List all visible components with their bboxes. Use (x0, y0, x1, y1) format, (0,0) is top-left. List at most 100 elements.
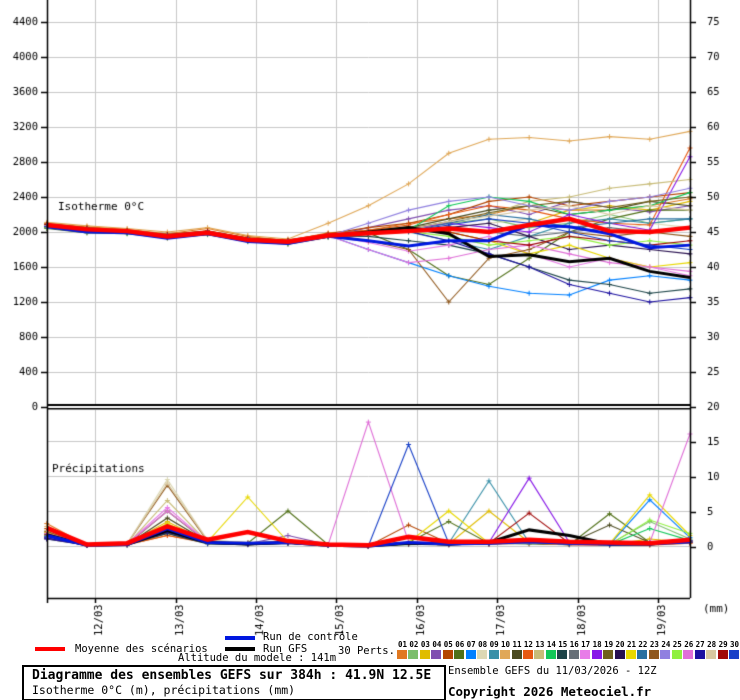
member-color-square (419, 650, 430, 659)
member-number: 14 (546, 640, 556, 649)
member-color-square (603, 650, 614, 659)
member-color-square (706, 650, 717, 659)
model-altitude-text: Altitude du modele : 141m (178, 652, 337, 664)
member-color-square (477, 650, 488, 659)
member-legend-28: 28 (706, 640, 717, 659)
gfs-run-legend-swatch (225, 647, 255, 651)
member-color-square (454, 650, 465, 659)
member-legend-04: 04 (431, 640, 442, 659)
member-number: 26 (684, 640, 694, 649)
member-color-square (671, 650, 682, 659)
member-number: 21 (626, 640, 637, 649)
member-number: 16 (569, 640, 579, 649)
control-run-legend-swatch (225, 636, 255, 640)
member-color-square (408, 650, 419, 659)
member-legend-01: 01 (397, 640, 408, 659)
member-legend-24: 24 (660, 640, 671, 659)
member-color-square (568, 650, 579, 659)
member-number: 08 (478, 640, 488, 649)
member-color-square (545, 650, 556, 659)
member-legend-09: 09 (488, 640, 500, 659)
member-color-square (694, 650, 705, 659)
control-run-legend-label: Run de contrôle (263, 631, 358, 643)
member-color-square (488, 650, 499, 659)
member-color-square (397, 650, 407, 659)
member-color-square (534, 650, 545, 659)
member-legend-06: 06 (454, 640, 465, 659)
member-legend-10: 10 (500, 640, 511, 659)
member-color-square (637, 650, 648, 659)
member-color-square (614, 650, 625, 659)
member-legend-27: 27 (694, 640, 706, 659)
diagram-title: Diagramme des ensembles GEFS sur 384h : … (32, 668, 432, 683)
member-legend-11: 11 (511, 640, 523, 659)
members-color-legend: 01 02 03 04 05 06 07 08 09 10 11 12 13 14 15 16 17 18 19 20… (397, 640, 740, 660)
mean-legend-label: Moyenne des scénarios (75, 643, 208, 655)
member-color-square (626, 650, 636, 659)
member-color-square (442, 650, 453, 659)
copyright-text: Copyright 2026 Meteociel.fr (448, 684, 652, 699)
member-number: 09 (489, 640, 499, 649)
member-legend-16: 16 (568, 640, 580, 659)
member-legend-30: 30 (729, 640, 740, 659)
member-legend-13: 13 (534, 640, 545, 659)
member-color-square (729, 650, 740, 659)
member-legend-08: 08 (477, 640, 488, 659)
member-number: 18 (592, 640, 602, 649)
member-legend-05: 05 (442, 640, 454, 659)
member-legend-17: 17 (580, 640, 591, 659)
diagram-subtitle: Isotherme 0°C (m), précipitations (mm) (32, 683, 296, 697)
member-number: 15 (558, 640, 568, 649)
member-color-square (660, 650, 671, 659)
member-number: 22 (638, 640, 648, 649)
member-number: 05 (443, 640, 453, 649)
member-legend-19: 19 (603, 640, 614, 659)
member-legend-20: 20 (614, 640, 626, 659)
member-number: 23 (649, 640, 659, 649)
member-number: 20 (615, 640, 625, 649)
gfs-run-legend-label: Run GFS (263, 643, 308, 655)
member-number: 01 (397, 640, 408, 649)
member-number: 17 (581, 640, 591, 649)
member-legend-21: 21 (626, 640, 637, 659)
member-legend-07: 07 (465, 640, 477, 659)
member-number: 04 (432, 640, 442, 649)
ensemble-run-info: Ensemble GEFS du 11/03/2026 - 12Z (448, 665, 657, 677)
member-legend-02: 02 (408, 640, 419, 659)
member-color-square (522, 650, 533, 659)
mean-legend-swatch (35, 647, 65, 651)
member-color-square (717, 650, 728, 659)
member-legend-22: 22 (637, 640, 648, 659)
member-legend-03: 03 (419, 640, 431, 659)
member-legend-15: 15 (557, 640, 568, 659)
member-color-square (557, 650, 568, 659)
member-color-square (580, 650, 591, 659)
member-number: 27 (695, 640, 705, 649)
member-legend-18: 18 (591, 640, 603, 659)
member-number: 10 (501, 640, 511, 649)
member-number: 19 (604, 640, 614, 649)
perturbations-legend-label: 30 Perts. (338, 645, 395, 657)
member-legend-12: 12 (522, 640, 534, 659)
member-legend-26: 26 (683, 640, 694, 659)
member-number: 03 (420, 640, 430, 649)
member-color-square (431, 650, 442, 659)
member-number: 11 (512, 640, 522, 649)
member-number: 28 (707, 640, 717, 649)
member-legend-25: 25 (671, 640, 683, 659)
member-number: 02 (409, 640, 419, 649)
member-number: 30 (730, 640, 740, 649)
member-number: 24 (661, 640, 671, 649)
member-number: 29 (718, 640, 728, 649)
member-color-square (683, 650, 694, 659)
member-number: 12 (523, 640, 533, 649)
member-number: 07 (466, 640, 476, 649)
member-number: 13 (535, 640, 545, 649)
member-legend-14: 14 (545, 640, 557, 659)
member-legend-23: 23 (648, 640, 660, 659)
member-number: 06 (455, 640, 465, 649)
member-color-square (591, 650, 602, 659)
member-color-square (465, 650, 476, 659)
